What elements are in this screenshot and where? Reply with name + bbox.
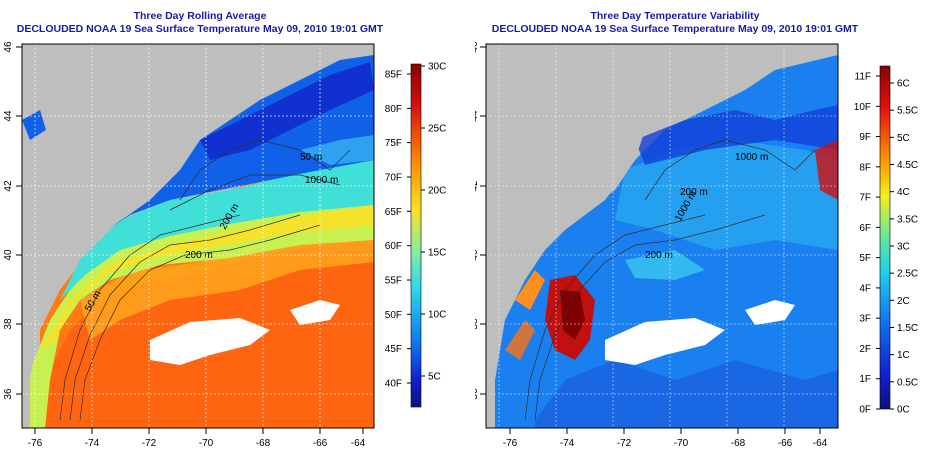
map-frame <box>485 43 839 429</box>
colorbar-label: 20C <box>428 186 446 197</box>
svg-text:-68: -68 <box>256 438 271 449</box>
left-colorbar: 85F 80F 75F 70F 65F 60F 55F 50F 45F 40F 30C 25C 20C… <box>385 62 446 408</box>
grid <box>22 44 374 428</box>
svg-text:36: 36 <box>475 388 480 400</box>
colorbar-label: 5F <box>859 253 871 264</box>
right-colorbar: 11F 10F 9F 8F 7F 6F 5F 4F 3F 2F 1F 0F 6C 5.5C 5C 4.5C 4… <box>854 65 918 416</box>
colorbar-label: 3C <box>897 242 910 253</box>
colorbar-label: 0F <box>859 405 871 416</box>
colorbar-label: 40F <box>385 379 402 390</box>
colorbar-label: 0C <box>897 405 910 416</box>
left-subtitle: DECLOUDED NOAA 19 Sea Surface Temperatur… <box>16 23 384 35</box>
right-subtitle: DECLOUDED NOAA 19 Sea Surface Temperatur… <box>491 23 859 35</box>
colorbar-label: 6C <box>897 79 910 90</box>
colorbar-label: 85F <box>385 70 402 81</box>
svg-text:-72: -72 <box>617 438 632 449</box>
colorbar-label: 45F <box>385 344 402 355</box>
bathymetry-contours <box>524 139 816 421</box>
colorbar-label: 80F <box>385 104 402 115</box>
svg-text:-66: -66 <box>313 438 328 449</box>
colorbar-label: 30C <box>428 62 446 73</box>
colorbar-label: 7F <box>859 193 871 204</box>
colorbar-label: 2.5C <box>897 269 918 280</box>
right-map-panel: Three Day Temperature Variability DECLOU… <box>475 0 950 475</box>
colorbar-label: 1.5C <box>897 323 918 334</box>
svg-text:-70: -70 <box>674 438 689 449</box>
colorbar-label: 5.5C <box>897 106 918 117</box>
svg-text:-76: -76 <box>28 438 43 449</box>
colorbar-label: 9F <box>859 132 871 143</box>
colorbar-label: 50F <box>385 310 402 321</box>
svg-text:-64: -64 <box>813 438 828 449</box>
svg-text:42: 42 <box>3 180 14 192</box>
svg-text:42: 42 <box>475 180 480 192</box>
grid <box>486 44 838 428</box>
bathymetry-contours <box>59 139 351 421</box>
colorbar-label: 6F <box>859 223 871 234</box>
svg-text:-74: -74 <box>85 438 100 449</box>
svg-text:-66: -66 <box>778 438 793 449</box>
left-map-panel: Three Day Rolling Average DECLOUDED NOAA… <box>3 10 446 449</box>
colorbar-label: 10C <box>428 310 446 321</box>
contour-label: 1000 m <box>735 152 768 163</box>
colorbar-label: 11F <box>855 72 872 83</box>
lon-axis: -76 -74 -72 -70 -68 -66 -64 <box>503 428 828 449</box>
contour-label: 200 m <box>185 250 213 261</box>
left-title: Three Day Rolling Average <box>133 10 267 22</box>
shelf-water <box>60 160 374 300</box>
lat-axis: 36 38 40 42 44 46 <box>3 41 22 400</box>
colorbar-label: 4C <box>897 187 910 198</box>
left-map-figure: 50 m 200 m 1000 m 200 m 50 m -76 -74 -72… <box>3 41 446 449</box>
map-frame <box>21 43 375 429</box>
colorbar-label: 1C <box>897 350 910 361</box>
lat-axis: 36 38 40 42 44 46 <box>475 41 486 400</box>
svg-text:-68: -68 <box>731 438 746 449</box>
colorbar-label: 65F <box>385 207 402 218</box>
contour-label: 200 m <box>680 187 708 198</box>
svg-text:36: 36 <box>3 388 14 400</box>
svg-text:38: 38 <box>475 318 480 330</box>
right-title: Three Day Temperature Variability <box>590 10 760 22</box>
svg-text:44: 44 <box>3 110 14 122</box>
cloud-mask <box>150 318 270 365</box>
colorbar-label: 60F <box>385 241 402 252</box>
svg-text:44: 44 <box>475 110 480 122</box>
svg-text:-76: -76 <box>503 438 518 449</box>
colorbar-label: 1F <box>859 374 871 385</box>
colorbar-label: 5C <box>897 133 910 144</box>
svg-text:-72: -72 <box>142 438 157 449</box>
colorbar-label: 75F <box>385 138 402 149</box>
colorbar-label: 8F <box>859 162 871 173</box>
colorbar-label: 0.5C <box>897 377 918 388</box>
colorbar-label: 70F <box>385 173 402 184</box>
right-map-area: 1000 m 200 m 200 m 1000 m <box>486 44 838 428</box>
colorbar-label: 10F <box>854 102 871 113</box>
lon-axis: -76 -74 -72 -70 -68 -66 -64 <box>28 428 366 449</box>
colorbar-label: 25C <box>428 124 446 135</box>
contour-label: 1000 m <box>305 175 338 186</box>
left-map-area: 50 m 200 m 1000 m 200 m 50 m <box>22 44 374 428</box>
colorbar-label: 4F <box>859 283 871 294</box>
mid-water <box>30 195 374 428</box>
svg-text:40: 40 <box>3 249 14 261</box>
colorbar-label: 55F <box>385 276 402 287</box>
colorbar-label: 4.5C <box>897 160 918 171</box>
svg-text:38: 38 <box>3 318 14 330</box>
colorbar-label: 2C <box>897 296 910 307</box>
colorbar-label: 3.5C <box>897 214 918 225</box>
svg-text:-74: -74 <box>560 438 575 449</box>
cloud-mask <box>605 318 725 365</box>
right-map-figure: 1000 m 200 m 200 m 1000 m -76 -74 -72 -7… <box>475 41 918 449</box>
svg-text:-70: -70 <box>199 438 214 449</box>
svg-text:-64: -64 <box>351 438 366 449</box>
contour-label: 200 m <box>645 250 673 261</box>
svg-text:46: 46 <box>475 41 480 53</box>
contour-label: 50 m <box>300 152 322 163</box>
colorbar-label: 3F <box>859 314 871 325</box>
svg-text:46: 46 <box>3 41 14 53</box>
colorbar-label: 5C <box>428 372 441 383</box>
colorbar-label: 15C <box>428 248 446 259</box>
colorbar-label: 2F <box>859 344 871 355</box>
svg-text:40: 40 <box>475 249 480 261</box>
